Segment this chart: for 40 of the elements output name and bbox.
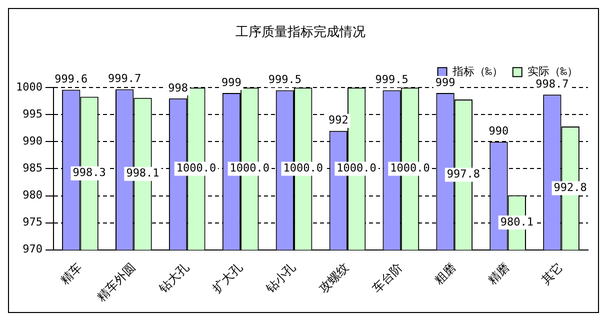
data-label: 999.5 <box>375 73 408 86</box>
x-tick-label: 钻大孔 <box>155 260 192 296</box>
legend-label: 实际（‰） <box>527 64 578 78</box>
data-label: 999.6 <box>54 72 88 86</box>
data-label: 999 <box>222 76 242 89</box>
data-label: 999 <box>435 76 456 89</box>
data-label: 990 <box>488 124 509 138</box>
x-tick-label: 扩大孔 <box>210 260 245 296</box>
data-label: 980.1 <box>500 215 534 228</box>
data-label: 992.8 <box>554 181 587 194</box>
data-label: 1000.0 <box>390 162 430 175</box>
data-label: 1000.0 <box>336 162 376 175</box>
data-label: 1000.0 <box>230 162 270 175</box>
data-label: 999.5 <box>268 73 302 86</box>
data-label: 998 <box>168 81 188 94</box>
x-tick-label: 其它 <box>538 260 566 288</box>
x-tick-label: 精车 <box>58 260 85 288</box>
x-tick-label: 攻螺纹 <box>316 260 352 296</box>
legend-label: 指标（‰） <box>451 64 503 78</box>
y-tick-label: 975 <box>22 216 42 229</box>
data-label: 999.7 <box>108 72 142 86</box>
data-label: 992 <box>328 114 348 127</box>
data-label: 1000.0 <box>176 162 216 175</box>
y-tick-label: 995 <box>22 108 42 121</box>
y-tick-label: 980 <box>22 188 42 202</box>
data-label: 998.3 <box>72 166 106 180</box>
y-tick-label: 990 <box>22 134 42 148</box>
data-label: 998.1 <box>126 166 160 180</box>
data-label: 997.8 <box>446 168 480 181</box>
chart-title: 工序质量指标完成情况 <box>236 24 366 40</box>
x-tick-label: 精车外圆 <box>94 260 138 304</box>
y-tick-label: 970 <box>22 242 42 256</box>
data-label: 1000.0 <box>283 162 323 175</box>
x-tick-label: 车台阶 <box>370 260 406 296</box>
x-tick-label: 精磨 <box>485 260 512 288</box>
y-tick-label: 985 <box>22 162 42 175</box>
y-tick-label: 1000 <box>16 80 42 94</box>
x-tick-label: 粗磨 <box>432 260 459 288</box>
data-label: 998.7 <box>536 77 569 90</box>
x-tick-label: 钻小孔 <box>262 260 298 296</box>
